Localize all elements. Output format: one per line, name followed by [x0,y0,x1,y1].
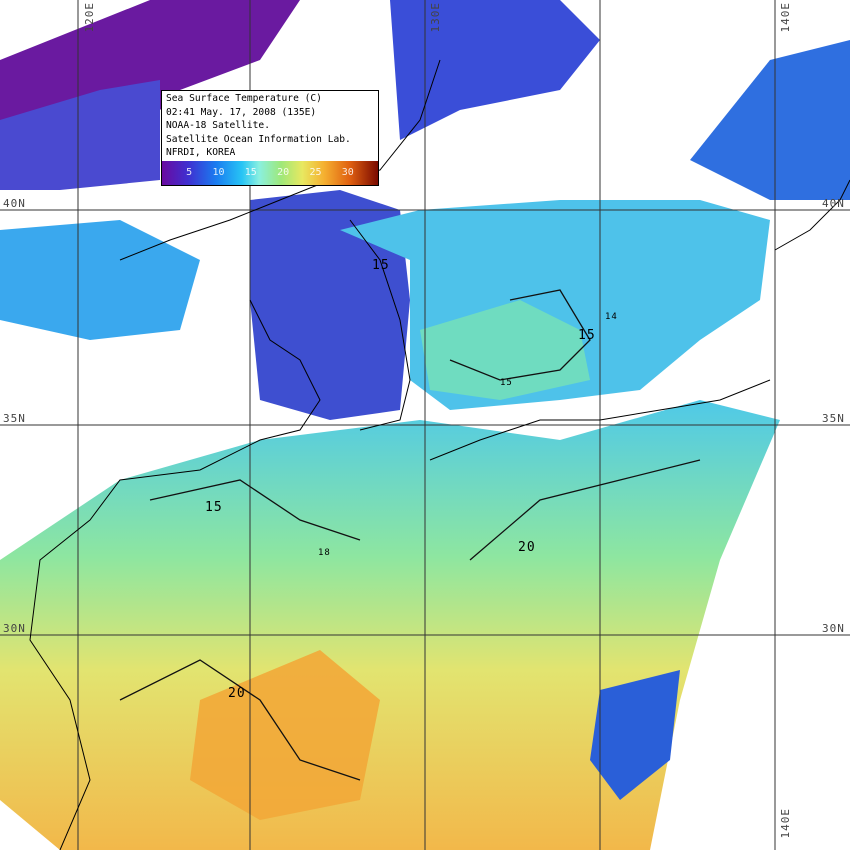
legend-lab: Satellite Ocean Information Lab. [166,133,351,145]
lat-label-40n-right: 40N [822,197,845,210]
cold-region-north [390,0,600,140]
bohai-region [0,220,200,340]
korea-region [250,190,410,420]
lon-label-120e: 120E [83,2,96,33]
colorbar-tick: 30 [341,167,354,179]
contour-label: 15 [578,328,596,343]
cold-region-northwest-2 [0,80,160,190]
lat-label-35n-left: 35N [3,412,26,425]
east-china-sea-region [0,400,780,850]
lat-label-30n-right: 30N [822,622,845,635]
contour-label: 18 [318,548,331,558]
lon-label-bottom-140e: 140E [779,808,792,839]
colorbar-tick: 10 [212,167,225,179]
contour-label: 15 [205,500,223,515]
colorbar-tick: 15 [244,167,257,179]
colorbar-tick: 20 [277,167,290,179]
contour-label: 20 [228,686,246,701]
east-sea-warm [420,300,590,400]
lat-label-30n-left: 30N [3,622,26,635]
lat-label-40n-left: 40N [3,197,26,210]
legend-title: Sea Surface Temperature (C) [166,93,322,104]
lat-label-35n-right: 35N [822,412,845,425]
contour-label: 15 [372,258,390,273]
coastlines [29,59,850,850]
legend-datetime: 02:41 May. 17, 2008 (135E) [166,106,317,118]
cold-patch-southeast [590,670,680,800]
legend-org: NFRDI, KOREA [166,147,236,159]
lon-label-140e: 140E [779,2,792,33]
legend-satellite: NOAA-18 Satellite. [166,120,270,132]
colorbar: 5 10 15 20 25 30 [162,160,378,185]
cold-region-northeast [690,40,850,200]
warm-core [190,650,380,820]
legend-box: Sea Surface Temperature (C) 02:41 May. 1… [161,90,379,186]
colorbar-tick: 25 [309,167,322,179]
lon-label-130e: 130E [429,2,442,33]
contour-label: 15 [500,378,513,388]
contour-label: 14 [605,312,618,322]
colorbar-tick: 5 [186,167,193,179]
contour-label: 20 [518,540,536,555]
isotherm-contours [119,289,701,781]
